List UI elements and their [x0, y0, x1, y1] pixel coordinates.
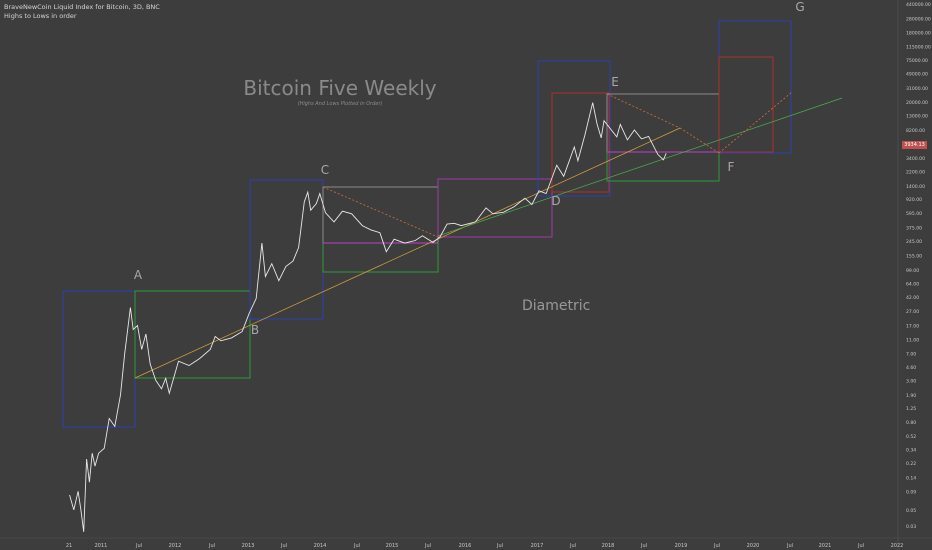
y-tick-label: 7.00 — [906, 352, 916, 358]
y-tick-label: 155.00 — [906, 254, 922, 260]
y-tick-label: 595.00 — [906, 211, 922, 217]
y-tick-label: 1.90 — [906, 393, 916, 399]
y-tick-label: 0.14 — [906, 475, 916, 481]
wave-label: B — [251, 323, 259, 337]
x-tick-label: Jul — [640, 543, 647, 549]
x-tick-label: Jul — [353, 543, 360, 549]
dashed-line — [718, 91, 793, 154]
y-tick-label: 4.60 — [906, 365, 916, 371]
y-tick-label: 0.22 — [906, 461, 916, 467]
x-tick-label: 2011 — [95, 543, 108, 549]
x-tick-label: 2019 — [675, 543, 688, 549]
pattern-box — [718, 20, 792, 154]
pattern-box — [606, 151, 720, 182]
y-tick-label: 31000.00 — [906, 86, 928, 92]
x-tick-label: Jul — [280, 543, 287, 549]
pattern-box — [718, 56, 774, 153]
wave-label: C — [321, 163, 329, 177]
y-tick-label: 0.80 — [906, 420, 916, 426]
y-tick-label: 17.00 — [906, 324, 919, 330]
price-series-line — [69, 102, 667, 532]
x-tick-label: 2022 — [891, 543, 904, 549]
symbol-header: BraveNewCoin Liquid Index for Bitcoin, 3… — [4, 3, 160, 11]
y-tick-label: 0.09 — [906, 489, 916, 495]
wave-label: E — [611, 75, 619, 89]
x-tick-label: Jul — [857, 543, 864, 549]
y-tick-label: 1400.00 — [906, 184, 925, 190]
x-tick-label: Jul — [786, 543, 793, 549]
y-tick-label: 0.34 — [906, 447, 916, 453]
y-tick-label: 8200.00 — [906, 128, 925, 134]
chart-subtitle: (Highs And Lows Plotted in Order) — [297, 101, 383, 107]
x-tick-label: Jul — [496, 543, 503, 549]
y-tick-label: 27.00 — [906, 309, 919, 315]
y-tick-label: 42.00 — [906, 295, 919, 301]
pattern-box — [134, 290, 251, 379]
x-tick-label: 2017 — [531, 543, 544, 549]
current-price-badge: 3934.13 — [902, 141, 927, 149]
wave-label: G — [795, 0, 804, 14]
y-tick-label: 1.25 — [906, 406, 916, 412]
x-tick-label: 2015 — [386, 543, 399, 549]
wave-label: D — [551, 194, 560, 208]
x-tick-label: 2021 — [819, 543, 832, 549]
x-tick-label: 2016 — [459, 543, 472, 549]
y-tick-label: 0.52 — [906, 434, 916, 440]
pattern-box — [322, 242, 439, 273]
y-tick-label: 180000.00 — [906, 30, 931, 36]
y-tick-label: 440000.00 — [906, 2, 931, 8]
y-tick-label: 3400.00 — [906, 156, 925, 162]
y-tick-label: 375.00 — [906, 226, 922, 232]
dashed-line — [679, 127, 720, 154]
y-tick-label: 0.03 — [906, 524, 916, 530]
y-tick-label: 0.05 — [906, 508, 916, 514]
y-tick-label: 13000.00 — [906, 113, 928, 119]
x-tick-label: Jul — [208, 543, 215, 549]
pattern-label: Diametric — [522, 298, 591, 314]
y-tick-label: 245.00 — [906, 239, 922, 245]
trendline-orange — [134, 127, 681, 379]
x-tick-label: 2020 — [747, 543, 760, 549]
y-tick-label: 20000.00 — [906, 100, 928, 106]
pattern-box — [551, 92, 610, 193]
x-tick-label: 2014 — [314, 543, 327, 549]
y-tick-label: 64.00 — [906, 282, 919, 288]
dashed-line — [606, 93, 681, 129]
x-tick-label: 2018 — [602, 543, 615, 549]
y-tick-label: 49000.00 — [906, 71, 928, 77]
x-tick-label: Jul — [424, 543, 431, 549]
wave-label: A — [134, 268, 143, 282]
trendline-green — [437, 97, 843, 237]
y-tick-label: 11.00 — [906, 337, 919, 343]
chart-title: Bitcoin Five Weekly — [243, 76, 437, 100]
x-tick-label: 2013 — [242, 543, 255, 549]
y-tick-label: 920.00 — [906, 197, 922, 203]
y-tick-label: 3.00 — [906, 378, 916, 384]
y-tick-label: 2200.00 — [906, 170, 925, 176]
x-tick-label: 2012 — [169, 543, 182, 549]
y-tick-label: 280000.00 — [906, 16, 931, 22]
x-tick-label: Jul — [569, 543, 576, 549]
dashed-line — [322, 186, 439, 238]
y-tick-label: 115000.00 — [906, 44, 931, 50]
pattern-box — [437, 178, 553, 238]
wave-label: F — [728, 160, 735, 174]
y-tick-label: 75000.00 — [906, 58, 928, 64]
chart-subtitle-header: Highs to Lows in order — [4, 12, 77, 20]
x-tick-label: 21 — [66, 543, 72, 549]
x-tick-label: Jul — [135, 543, 142, 549]
x-tick-label: Jul — [713, 543, 720, 549]
y-tick-label: 99.00 — [906, 268, 919, 274]
